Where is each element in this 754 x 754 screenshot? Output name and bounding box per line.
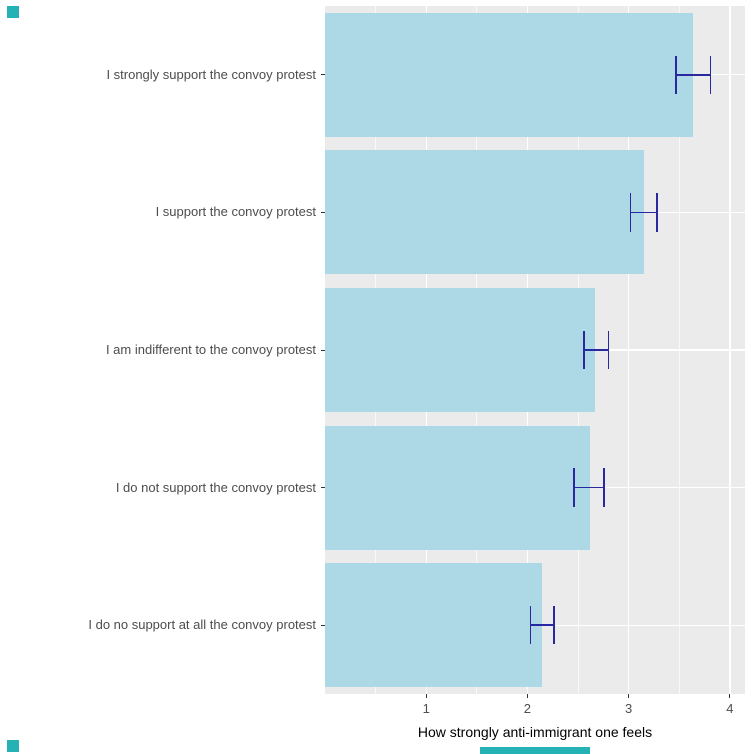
x-tick-label: 2 [523,701,532,716]
error-bar-cap-high [709,55,712,95]
error-bar-line [630,211,657,214]
error-bar-cap-low [675,55,678,95]
error-bar-cap-high [656,193,658,232]
error-bar-cap-low [583,330,585,370]
y-category-label: I do no support at all the convoy protes… [88,617,316,633]
x-tick-label: 4 [726,701,734,716]
y-tick-mark [321,349,325,351]
error-bar-cap-high [603,468,606,507]
error-bar-line [573,486,605,489]
x-tick-mark [526,694,528,698]
bar [325,563,542,688]
error-bar-cap-low [629,193,632,232]
bar [325,150,644,275]
y-tick-mark [321,624,325,626]
accent-mark-top-left [7,6,19,18]
error-bar-cap-low [573,468,575,507]
x-tick-label: 1 [422,701,430,716]
y-category-label: I do not support the convoy protest [115,479,316,495]
error-bar-cap-high [552,605,555,645]
error-bar-line [584,349,609,351]
y-tick-mark [321,74,325,76]
y-category-label: I am indifferent to the convoy protest [105,342,316,357]
error-bar-cap-low [529,605,532,645]
y-tick-mark [321,211,325,213]
bar [325,288,596,412]
y-tick-mark [321,487,325,489]
x-tick-mark [628,694,630,698]
error-bar-line [676,73,711,76]
x-tick-mark [425,694,427,698]
bar [325,425,591,550]
bar [325,12,694,137]
accent-mark-bottom-left [7,740,19,752]
accent-mark-bottom-center [480,747,590,754]
error-bar-cap-high [607,330,610,370]
x-tick-label: 3 [624,701,633,716]
plot-panel [325,6,745,694]
y-category-label: I strongly support the convoy protest [106,66,316,82]
y-category-label: I support the convoy protest [155,204,316,220]
x-tick-mark [729,694,731,698]
x-axis-title: How strongly anti-immigrant one feels [417,724,653,740]
error-bar-line [530,624,554,627]
